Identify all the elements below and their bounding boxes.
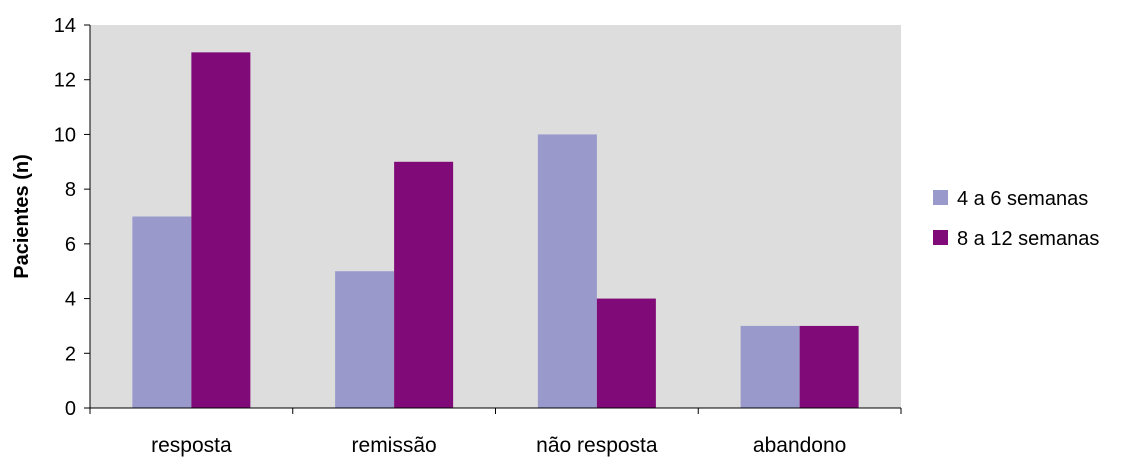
y-tick-label: 8 xyxy=(65,179,76,201)
bar-series-1-0 xyxy=(132,216,192,408)
y-ticks-group: 0 2 4 6 8 10 12 14 xyxy=(54,15,90,420)
y-tick-label: 0 xyxy=(65,398,76,420)
y-tick-label: 6 xyxy=(65,234,76,256)
axes-group xyxy=(89,25,902,414)
x-category-label: abandono xyxy=(753,434,846,457)
x-category-label: não resposta xyxy=(536,434,658,457)
y-axis-label: Pacientes (n) xyxy=(11,154,33,278)
bars-group xyxy=(132,52,859,408)
bar-series-1-3 xyxy=(740,325,800,408)
bar-series-2-1 xyxy=(394,161,454,408)
bar-series-1-1 xyxy=(335,271,395,408)
y-tick-label: 10 xyxy=(54,124,76,146)
y-tick-label: 12 xyxy=(54,70,76,92)
x-category-label: resposta xyxy=(151,434,232,457)
legend: 4 a 6 semanas 8 a 12 semanas xyxy=(933,188,1099,250)
legend-label: 4 a 6 semanas xyxy=(957,188,1088,210)
legend-swatch xyxy=(933,230,948,245)
bar-series-2-3 xyxy=(799,325,859,408)
x-category-label: remissão xyxy=(352,434,437,457)
bar-series-2-0 xyxy=(191,52,251,408)
y-tick-label: 2 xyxy=(65,343,76,365)
y-tick-label: 4 xyxy=(65,289,76,311)
y-tick-label: 14 xyxy=(54,15,76,37)
legend-swatch xyxy=(933,190,948,205)
legend-label: 8 a 12 semanas xyxy=(957,228,1099,250)
bar-series-2-2 xyxy=(596,298,656,408)
bar-series-1-2 xyxy=(537,134,597,408)
x-categories-group: resposta remissão não resposta abandono xyxy=(151,434,846,457)
